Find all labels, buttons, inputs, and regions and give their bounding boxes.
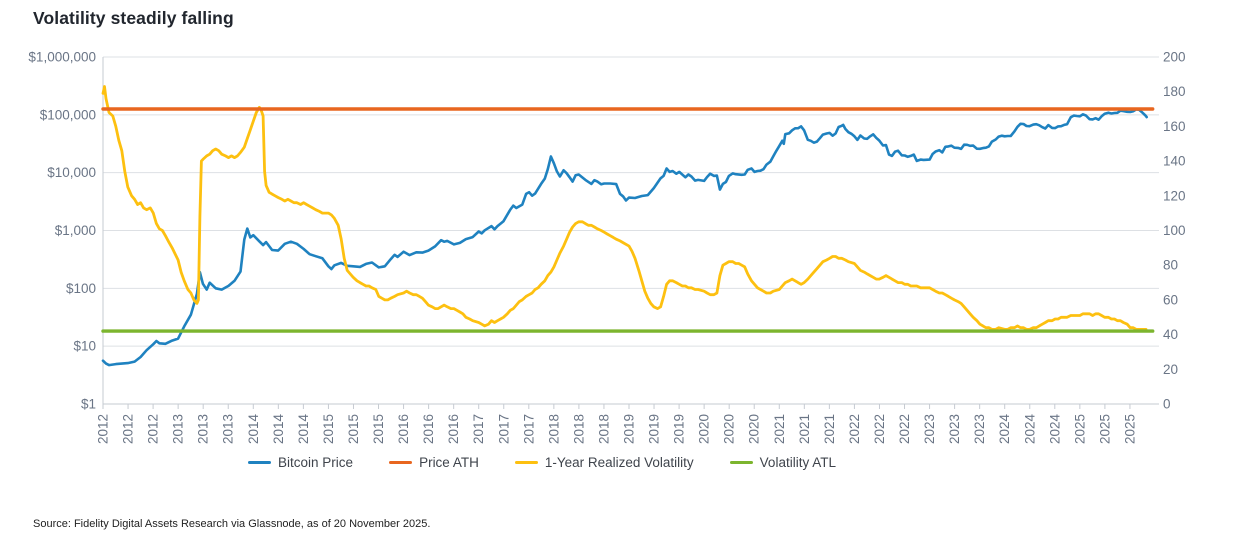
right-axis-tick-label: 200 bbox=[1163, 50, 1186, 65]
x-axis-tick-label: 2013 bbox=[171, 414, 186, 444]
legend-swatch-1-year-realized-volatility bbox=[514, 460, 538, 465]
x-axis-tick-label: 2024 bbox=[1047, 414, 1062, 445]
x-axis-tick-label: 2016 bbox=[421, 414, 436, 444]
right-axis-tick-label: 80 bbox=[1163, 258, 1178, 273]
legend-label-1-year-realized-volatility: 1-Year Realized Volatility bbox=[544, 455, 694, 470]
x-axis-tick-label: 2015 bbox=[346, 414, 361, 444]
x-axis-tick-label: 2013 bbox=[221, 414, 236, 444]
x-axis-tick-label: 2023 bbox=[947, 414, 962, 444]
x-axis-tick-label: 2014 bbox=[246, 414, 261, 445]
x-axis-tick-label: 2014 bbox=[296, 414, 311, 445]
x-axis-tick-label: 2024 bbox=[1022, 414, 1037, 445]
legend-label-volatility-atl: Volatility ATL bbox=[759, 455, 836, 470]
left-axis-tick-label: $1 bbox=[81, 397, 96, 412]
legend-swatch-volatility-atl bbox=[729, 460, 753, 465]
left-axis-tick-label: $1,000,000 bbox=[28, 50, 96, 65]
right-axis-tick-label: 20 bbox=[1163, 362, 1178, 377]
x-axis-tick-label: 2025 bbox=[1097, 414, 1112, 444]
x-axis-tick-label: 2022 bbox=[872, 414, 887, 444]
chart-area: $1 $10 $100 $1,000 $10,000 $100,000 $1,000,000… bbox=[28, 50, 1186, 445]
left-axis-tick-label: $100 bbox=[66, 281, 96, 296]
x-axis-tick-label: 2018 bbox=[596, 414, 611, 444]
legend-swatch-price-ath bbox=[389, 460, 413, 465]
x-axis-tick-label: 2022 bbox=[897, 414, 912, 444]
x-axis-tick-label: 2017 bbox=[471, 414, 486, 444]
right-axis-tick-label: 160 bbox=[1163, 119, 1186, 134]
x-axis-tick-label: 2017 bbox=[496, 414, 511, 444]
x-axis-tick-label: 2016 bbox=[396, 414, 411, 444]
x-axis-tick-label: 2016 bbox=[446, 414, 461, 444]
x-axis-tick-label: 2021 bbox=[797, 414, 812, 444]
x-axis-tick-label: 2020 bbox=[747, 414, 762, 444]
series-line-bitcoin-price bbox=[101, 108, 1148, 367]
left-axis-tick-label: $1,000 bbox=[55, 223, 96, 238]
legend-item-bitcoin-price: Bitcoin Price bbox=[248, 455, 353, 470]
x-axis-tick-label: 2014 bbox=[271, 414, 286, 445]
legend-label-bitcoin-price: Bitcoin Price bbox=[278, 455, 354, 470]
x-axis-tick-label: 2018 bbox=[546, 414, 561, 444]
x-axis-tick-label: 2015 bbox=[371, 414, 386, 444]
x-axis-tick-label: 2021 bbox=[822, 414, 837, 444]
right-axis-tick-label: 0 bbox=[1163, 397, 1171, 412]
x-axis-tick-label: 2023 bbox=[972, 414, 987, 444]
left-axis-tick-label: $10 bbox=[73, 339, 96, 354]
page-title: Volatility steadily falling bbox=[33, 8, 234, 28]
right-axis-tick-label: 40 bbox=[1163, 327, 1178, 342]
x-axis-tick-label: 2013 bbox=[196, 414, 211, 444]
right-axis-tick-label: 60 bbox=[1163, 292, 1178, 307]
x-axis-tick-label: 2020 bbox=[697, 414, 712, 444]
x-axis-tick-label: 2019 bbox=[647, 414, 662, 444]
right-axis-tick-label: 100 bbox=[1163, 223, 1186, 238]
x-axis-tick-label: 2023 bbox=[922, 414, 937, 444]
x-axis-tick-label: 2024 bbox=[997, 414, 1012, 445]
right-axis-tick-label: 120 bbox=[1163, 188, 1186, 203]
legend: Bitcoin Price Price ATH 1-Year Realized Vo… bbox=[0, 455, 1084, 470]
legend-item-price-ath: Price ATH bbox=[389, 455, 479, 470]
volatility-chart-svg: $1 $10 $100 $1,000 $10,000 $100,000 $1,000,000… bbox=[28, 50, 1186, 445]
x-axis-tick-label: 2017 bbox=[521, 414, 536, 444]
legend-swatch-bitcoin-price bbox=[248, 460, 272, 465]
legend-item-volatility-atl: Volatility ATL bbox=[729, 455, 836, 470]
series-line-1-year-realized-volatility bbox=[101, 85, 1148, 331]
x-axis-tick-label: 2012 bbox=[146, 414, 161, 444]
x-axis-tick-label: 2019 bbox=[672, 414, 687, 444]
x-axis-tick-label: 2012 bbox=[121, 414, 136, 444]
left-axis-tick-label: $100,000 bbox=[40, 107, 96, 122]
x-axis-tick-label: 2021 bbox=[772, 414, 787, 444]
x-axis-tick-label: 2019 bbox=[621, 414, 636, 444]
x-axis-tick-label: 2015 bbox=[321, 414, 336, 444]
legend-item-1-year-realized-volatility: 1-Year Realized Volatility bbox=[514, 455, 694, 470]
x-axis-tick-label: 2022 bbox=[847, 414, 862, 444]
left-axis-tick-label: $10,000 bbox=[47, 165, 96, 180]
x-axis-tick-label: 2018 bbox=[571, 414, 586, 444]
x-axis-tick-label: 2025 bbox=[1072, 414, 1087, 444]
right-axis-tick-label: 140 bbox=[1163, 154, 1186, 169]
source-note: Source: Fidelity Digital Assets Research… bbox=[33, 518, 431, 530]
x-axis-tick-label: 2025 bbox=[1122, 414, 1137, 444]
x-axis-tick-label: 2012 bbox=[96, 414, 111, 444]
legend-label-price-ath: Price ATH bbox=[419, 455, 479, 470]
x-axis-tick-label: 2020 bbox=[722, 414, 737, 444]
right-axis-tick-label: 180 bbox=[1163, 84, 1186, 99]
